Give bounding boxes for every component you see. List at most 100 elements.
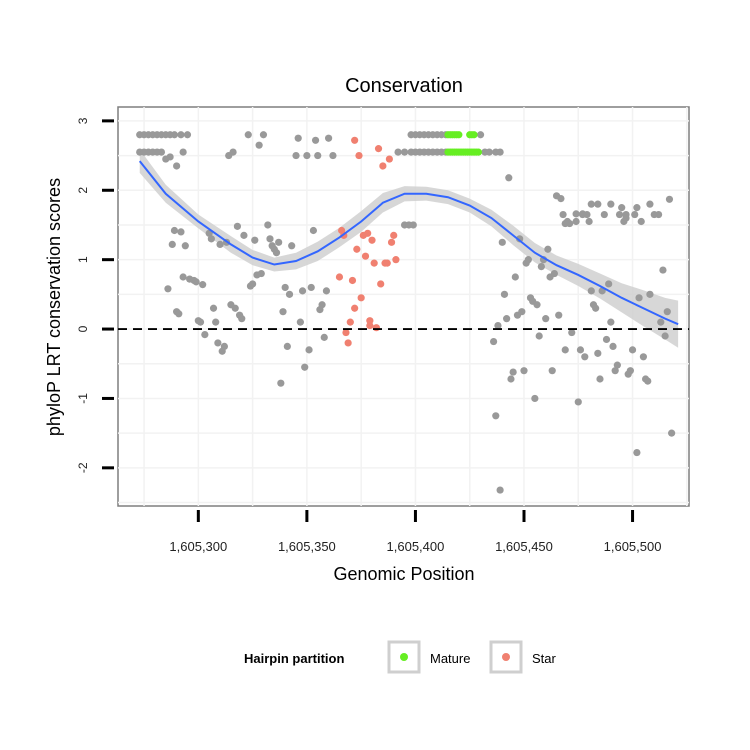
- point-other: [516, 235, 524, 243]
- point-other: [229, 148, 237, 156]
- point-star: [346, 318, 354, 326]
- point-other: [500, 290, 509, 298]
- point-other: [264, 221, 272, 229]
- point-other: [596, 375, 604, 383]
- x-tick-label: 1,605,450: [495, 539, 553, 554]
- point-other: [613, 361, 621, 369]
- point-other: [594, 200, 602, 208]
- point-other: [533, 301, 541, 309]
- point-other: [298, 287, 307, 295]
- point-other: [394, 148, 402, 156]
- point-other: [322, 287, 331, 295]
- point-other: [594, 349, 602, 357]
- point-other: [602, 335, 611, 344]
- point-other: [544, 245, 552, 253]
- point-other: [409, 221, 417, 229]
- point-other: [296, 318, 304, 326]
- point-other: [177, 131, 185, 139]
- point-other: [164, 285, 172, 293]
- point-star: [374, 145, 383, 153]
- point-other: [550, 269, 558, 278]
- y-axis-title: phyloP LRT conservation scores: [44, 178, 64, 436]
- point-other: [531, 394, 539, 403]
- point-other: [231, 304, 239, 312]
- point-other: [490, 337, 498, 346]
- point-other: [498, 238, 506, 246]
- point-other: [207, 235, 215, 243]
- point-other: [251, 236, 259, 244]
- point-star: [353, 245, 361, 253]
- point-other: [518, 308, 526, 316]
- point-other: [233, 222, 242, 230]
- point-other: [259, 131, 268, 139]
- point-other: [581, 353, 589, 361]
- point-other: [305, 346, 313, 354]
- point-other: [548, 367, 556, 375]
- point-other: [255, 141, 263, 149]
- point-star: [335, 273, 344, 281]
- point-other: [329, 151, 337, 160]
- point-other: [177, 228, 185, 236]
- point-star: [361, 252, 370, 260]
- point-star: [379, 162, 387, 170]
- point-mature: [455, 131, 463, 139]
- point-other: [485, 148, 493, 156]
- point-other: [320, 333, 328, 341]
- point-other: [524, 256, 532, 264]
- point-other: [492, 412, 500, 420]
- y-tick-label: -2: [76, 462, 90, 473]
- point-other: [283, 342, 291, 350]
- point-other: [181, 242, 189, 250]
- point-other: [214, 339, 222, 347]
- point-other: [201, 331, 209, 339]
- point-other: [633, 204, 641, 212]
- point-other: [288, 242, 296, 250]
- legend: Hairpin partition Mature Star: [244, 640, 557, 674]
- point-other: [476, 131, 485, 139]
- point-other: [605, 280, 613, 288]
- point-other: [565, 219, 574, 228]
- legend-label-mature: Mature: [430, 651, 470, 666]
- plot-panel: [117, 106, 690, 507]
- point-other: [292, 151, 300, 160]
- point-other: [220, 342, 228, 350]
- point-other: [635, 294, 643, 302]
- gridlines: [118, 107, 689, 506]
- point-other: [633, 448, 641, 457]
- point-other: [277, 379, 285, 387]
- point-other: [166, 153, 174, 161]
- point-other: [542, 315, 550, 323]
- point-other: [179, 273, 187, 281]
- legend-swatch-star: [502, 653, 510, 661]
- point-other: [266, 235, 274, 243]
- y-tick-label: 2: [76, 187, 90, 194]
- point-other: [272, 249, 281, 257]
- point-other: [199, 281, 207, 289]
- point-other: [615, 210, 624, 219]
- points-layer: [136, 131, 676, 494]
- point-other: [555, 311, 563, 319]
- point-other: [183, 131, 192, 139]
- y-axis: -2 -1 0 1 2 3: [76, 117, 114, 473]
- point-other: [311, 136, 320, 144]
- point-other: [168, 240, 176, 248]
- point-star: [344, 339, 352, 347]
- point-other: [663, 308, 671, 316]
- legend-label-star: Star: [532, 651, 557, 666]
- confidence-band: [139, 149, 679, 348]
- point-other: [639, 353, 648, 361]
- point-other: [400, 148, 409, 156]
- point-star: [342, 328, 350, 337]
- point-other: [244, 131, 252, 139]
- point-other: [644, 377, 652, 385]
- point-star: [377, 280, 385, 288]
- point-other: [572, 217, 580, 226]
- point-other: [238, 315, 246, 323]
- point-other: [574, 398, 582, 406]
- point-star: [385, 155, 393, 163]
- point-other: [587, 287, 595, 295]
- point-other: [279, 308, 287, 316]
- point-other: [622, 214, 630, 222]
- point-other: [609, 342, 617, 350]
- point-star: [351, 304, 359, 312]
